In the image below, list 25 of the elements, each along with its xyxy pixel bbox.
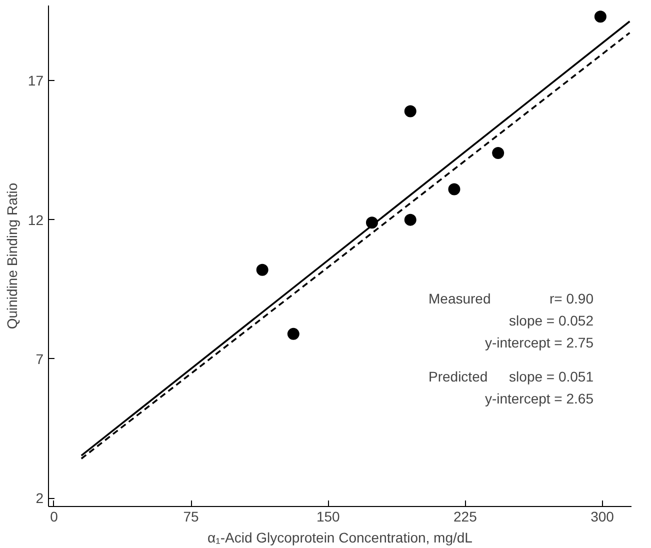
x-tick-label: 75 [183, 508, 200, 524]
x-tick-label: 150 [316, 508, 340, 524]
annotation: slope = 0.052 [509, 312, 594, 328]
y-axis-title: Quinidine Binding Ratio [4, 182, 20, 330]
y-tick-label: 2 [36, 490, 44, 506]
point [256, 264, 268, 276]
annotation: Measured [428, 290, 491, 306]
point [448, 183, 460, 196]
annotation: slope = 0.051 [509, 368, 594, 384]
point [594, 10, 606, 23]
point [404, 214, 416, 226]
annotation: y-intercept = 2.65 [484, 390, 594, 406]
x-axis-title: α₁-Acid Glycoprotein Concentration, mg/dL [208, 530, 473, 546]
y-tick-label: 7 [36, 350, 44, 367]
y-tick-label: 17 [28, 72, 44, 89]
point [287, 328, 300, 340]
x-tick-label: 225 [454, 508, 478, 524]
annotation: r= 0.90 [550, 290, 594, 306]
x-tick-label: 0 [50, 508, 58, 524]
x-tick-label: 300 [590, 508, 614, 524]
annotation: Predicted [428, 368, 488, 384]
y-tick-label: 12 [28, 212, 44, 228]
annotation: y-intercept = 2.75 [484, 334, 594, 350]
point [492, 147, 504, 160]
point [404, 105, 416, 118]
